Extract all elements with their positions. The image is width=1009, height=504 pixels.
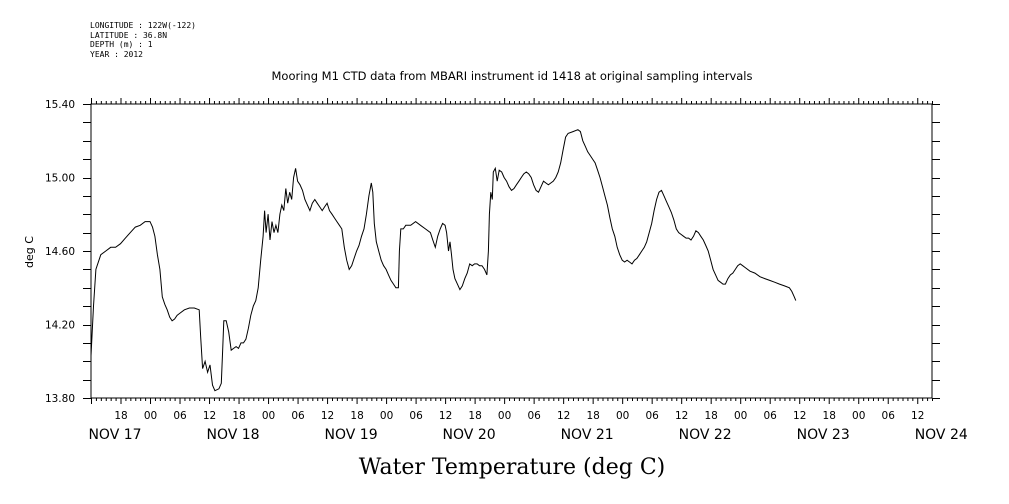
x-tick-label: 12 — [793, 410, 806, 422]
x-tick-label: 06 — [882, 410, 896, 422]
x-tick-label: 12 — [557, 410, 570, 422]
x-tick-label: 06 — [527, 410, 541, 422]
metadata-depth: DEPTH (m) : 1 — [90, 40, 153, 49]
x-tick-label: 06 — [409, 410, 423, 422]
x-tick-label: 00 — [262, 410, 275, 422]
x-tick-label: 12 — [321, 410, 334, 422]
x-tick-label: 00 — [380, 410, 393, 422]
axis-ticks — [83, 98, 940, 404]
x-tick-label: 18 — [350, 410, 363, 422]
x-axis-label: Water Temperature (deg C) — [359, 455, 666, 480]
x-day-label: NOV 20 — [443, 427, 496, 443]
x-day-label: NOV 22 — [679, 427, 732, 443]
x-tick-label: 06 — [291, 410, 305, 422]
x-tick-label: 18 — [468, 410, 481, 422]
x-day-label: NOV 19 — [325, 427, 378, 443]
x-tick-label: 06 — [645, 410, 659, 422]
x-tick-label: 00 — [852, 410, 865, 422]
y-tick-label: 15.40 — [45, 99, 75, 111]
x-tick-label: 00 — [734, 410, 747, 422]
metadata-year: YEAR : 2012 — [90, 49, 143, 59]
x-day-label: NOV 21 — [561, 427, 614, 443]
temperature-series-line — [90, 129, 797, 392]
chart-title: Mooring M1 CTD data from MBARI instrumen… — [272, 69, 753, 83]
x-tick-label: 12 — [675, 410, 688, 422]
x-tick-label: 06 — [173, 410, 187, 422]
x-tick-label: 12 — [439, 410, 452, 422]
x-tick-label: 00 — [616, 410, 629, 422]
metadata-latitude: LATITUDE : 36.8N — [90, 30, 168, 40]
y-tick-label: 14.20 — [45, 320, 75, 332]
metadata-block: LONGITUDE : 122W(-122) LATITUDE : 36.8N … — [90, 21, 196, 59]
x-tick-label: 18 — [232, 410, 245, 422]
x-day-label: NOV 24 — [915, 427, 968, 443]
y-axis-label: deg C — [23, 236, 36, 268]
x-tick-label: 18 — [704, 410, 717, 422]
y-tick-label: 15.00 — [45, 173, 75, 185]
metadata-longitude: LONGITUDE : 122W(-122) — [90, 21, 196, 30]
y-tick-label: 13.80 — [45, 393, 75, 405]
x-tick-label: 06 — [764, 410, 778, 422]
axis-labels: 18 00 06 12 18 00 06 12 18 00 06 12 18 00 06 12 18 00 06 12… — [45, 99, 968, 443]
x-tick-label: 12 — [911, 410, 924, 422]
x-tick-label: 00 — [144, 410, 157, 422]
x-day-label: NOV 17 — [88, 427, 141, 443]
x-tick-label: 18 — [823, 410, 836, 422]
x-tick-label: 18 — [114, 410, 127, 422]
y-tick-label: 14.60 — [45, 246, 75, 258]
x-day-label: NOV 23 — [797, 427, 850, 443]
plot-frame — [90, 103, 933, 399]
x-tick-label: 18 — [586, 410, 599, 422]
x-tick-label: 00 — [498, 410, 511, 422]
x-tick-label: 12 — [203, 410, 216, 422]
x-day-label: NOV 18 — [206, 427, 259, 443]
